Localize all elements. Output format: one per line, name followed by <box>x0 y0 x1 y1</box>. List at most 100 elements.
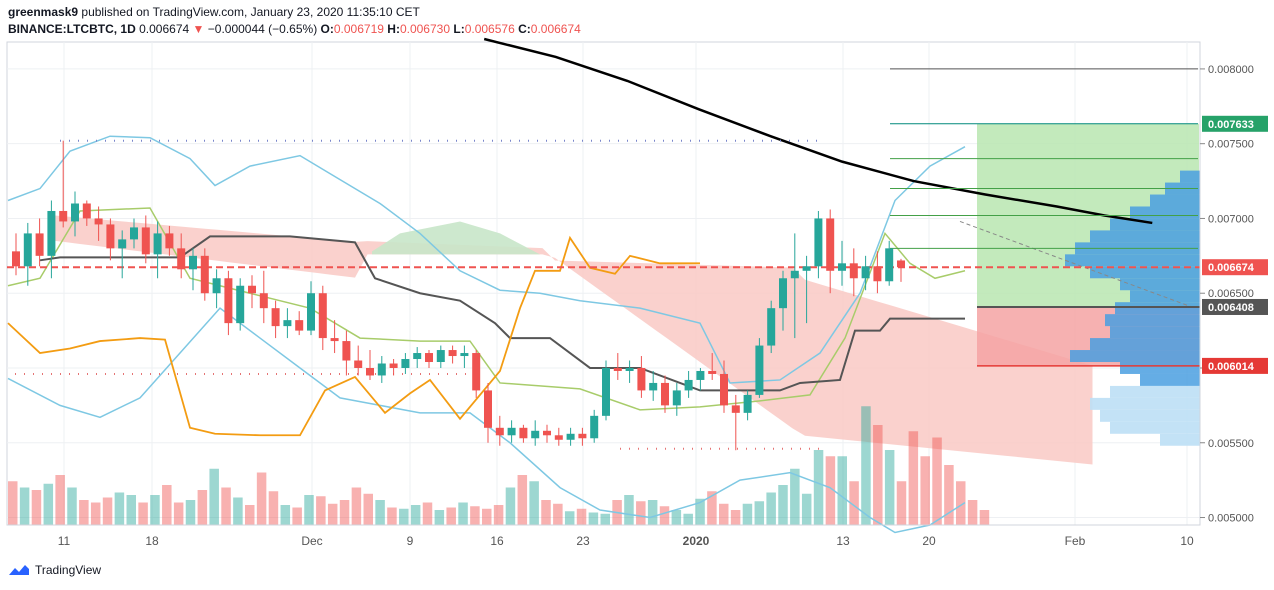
volume-bar <box>422 502 433 525</box>
volume-bar <box>233 497 243 525</box>
volume-bar <box>327 503 338 525</box>
volume-bar <box>493 505 504 525</box>
axes: 0.0080000.0075000.0070000.0065000.006000… <box>7 42 1268 548</box>
candle <box>259 270 268 324</box>
price-label-box <box>1202 298 1268 315</box>
volume-bar <box>304 495 314 525</box>
candle-body <box>484 390 492 428</box>
candle <box>767 300 776 354</box>
candle-body <box>519 427 528 439</box>
profile-bar <box>1130 206 1200 219</box>
candle-body <box>318 293 327 339</box>
candle <box>484 382 492 443</box>
candle-body <box>106 224 115 249</box>
volume-bar <box>730 510 741 525</box>
candle-body <box>389 363 398 368</box>
candle-body <box>743 394 752 413</box>
candle-body <box>212 278 221 294</box>
candle-body <box>779 278 787 309</box>
footer: TradingView <box>8 563 101 577</box>
candle-body <box>838 263 846 271</box>
volume-bar <box>766 492 776 525</box>
candle-body <box>23 233 32 267</box>
volume-bar <box>778 485 788 525</box>
volume-bar <box>280 505 291 525</box>
candle <box>366 350 374 380</box>
candle <box>826 209 835 294</box>
profile-bar <box>1090 338 1200 351</box>
price-tick-label: 0.005500 <box>1208 438 1254 450</box>
profile-bar <box>1160 433 1200 446</box>
candle-body <box>755 345 764 395</box>
volume-bar <box>742 503 753 525</box>
moving-average <box>483 37 1153 225</box>
candle-body <box>531 430 540 439</box>
candle <box>377 356 386 383</box>
candle <box>47 200 56 279</box>
price-label-box <box>1202 115 1268 132</box>
kijun-line <box>39 235 965 392</box>
candle <box>354 345 363 376</box>
volume-bar <box>647 500 658 525</box>
volume-bar <box>434 510 445 525</box>
footer-brand[interactable]: TradingView <box>35 563 102 577</box>
candle-body <box>543 430 551 436</box>
volume-bar <box>55 475 65 525</box>
volume-bar <box>387 507 397 525</box>
price-label-text: 0.006014 <box>1208 361 1255 373</box>
candle-body <box>141 227 150 255</box>
candle-body <box>460 353 469 357</box>
candle <box>153 221 162 279</box>
candle-body <box>472 353 481 391</box>
candle <box>283 308 292 339</box>
candle-body <box>661 382 669 406</box>
candle <box>814 210 823 279</box>
candle-body <box>696 370 705 380</box>
candle-body <box>649 382 658 391</box>
published-text: published on TradingView.com, January 23… <box>81 5 420 19</box>
candle <box>543 424 551 443</box>
candle <box>731 394 740 451</box>
candle <box>436 345 445 368</box>
profile-bar <box>1065 254 1200 267</box>
candle <box>507 420 516 443</box>
candle <box>519 424 528 443</box>
candle <box>177 233 186 279</box>
profile-bar <box>1130 290 1200 303</box>
candle-body <box>177 248 186 270</box>
candle <box>566 427 575 446</box>
volume-bar <box>363 493 373 525</box>
candle-body <box>366 367 374 376</box>
candle <box>342 330 351 376</box>
close-value: 0.006674 <box>530 22 581 36</box>
volume-bar <box>624 495 634 525</box>
candle <box>708 353 717 380</box>
profile-bar <box>1090 266 1200 279</box>
bullish-cloud <box>372 221 540 255</box>
candle-body <box>200 255 209 294</box>
symbol-name[interactable]: BINANCE:LTCBTC, 1D <box>8 22 136 36</box>
profile-bar <box>1120 278 1200 291</box>
candle <box>165 225 174 256</box>
candle-body <box>507 427 516 436</box>
author-name[interactable]: greenmask9 <box>8 5 79 19</box>
candle <box>401 353 410 374</box>
volume-bar <box>517 475 528 525</box>
profile-bar <box>1110 421 1200 434</box>
volume-bar <box>754 501 765 525</box>
open-label: O: <box>320 22 334 36</box>
volume-bar <box>695 498 705 525</box>
volume-bars <box>8 406 990 525</box>
volume-bar <box>31 490 42 525</box>
volume-bar <box>564 511 575 525</box>
candle-body <box>578 433 587 439</box>
candle-body <box>377 363 386 376</box>
profile-bar <box>1120 362 1200 374</box>
candle <box>790 233 799 339</box>
volume-bar <box>659 506 670 525</box>
volume-bar <box>576 508 587 525</box>
time-tick-label: Dec <box>301 534 322 548</box>
volume-bar <box>185 500 196 525</box>
time-tick-label: 23 <box>576 534 590 548</box>
